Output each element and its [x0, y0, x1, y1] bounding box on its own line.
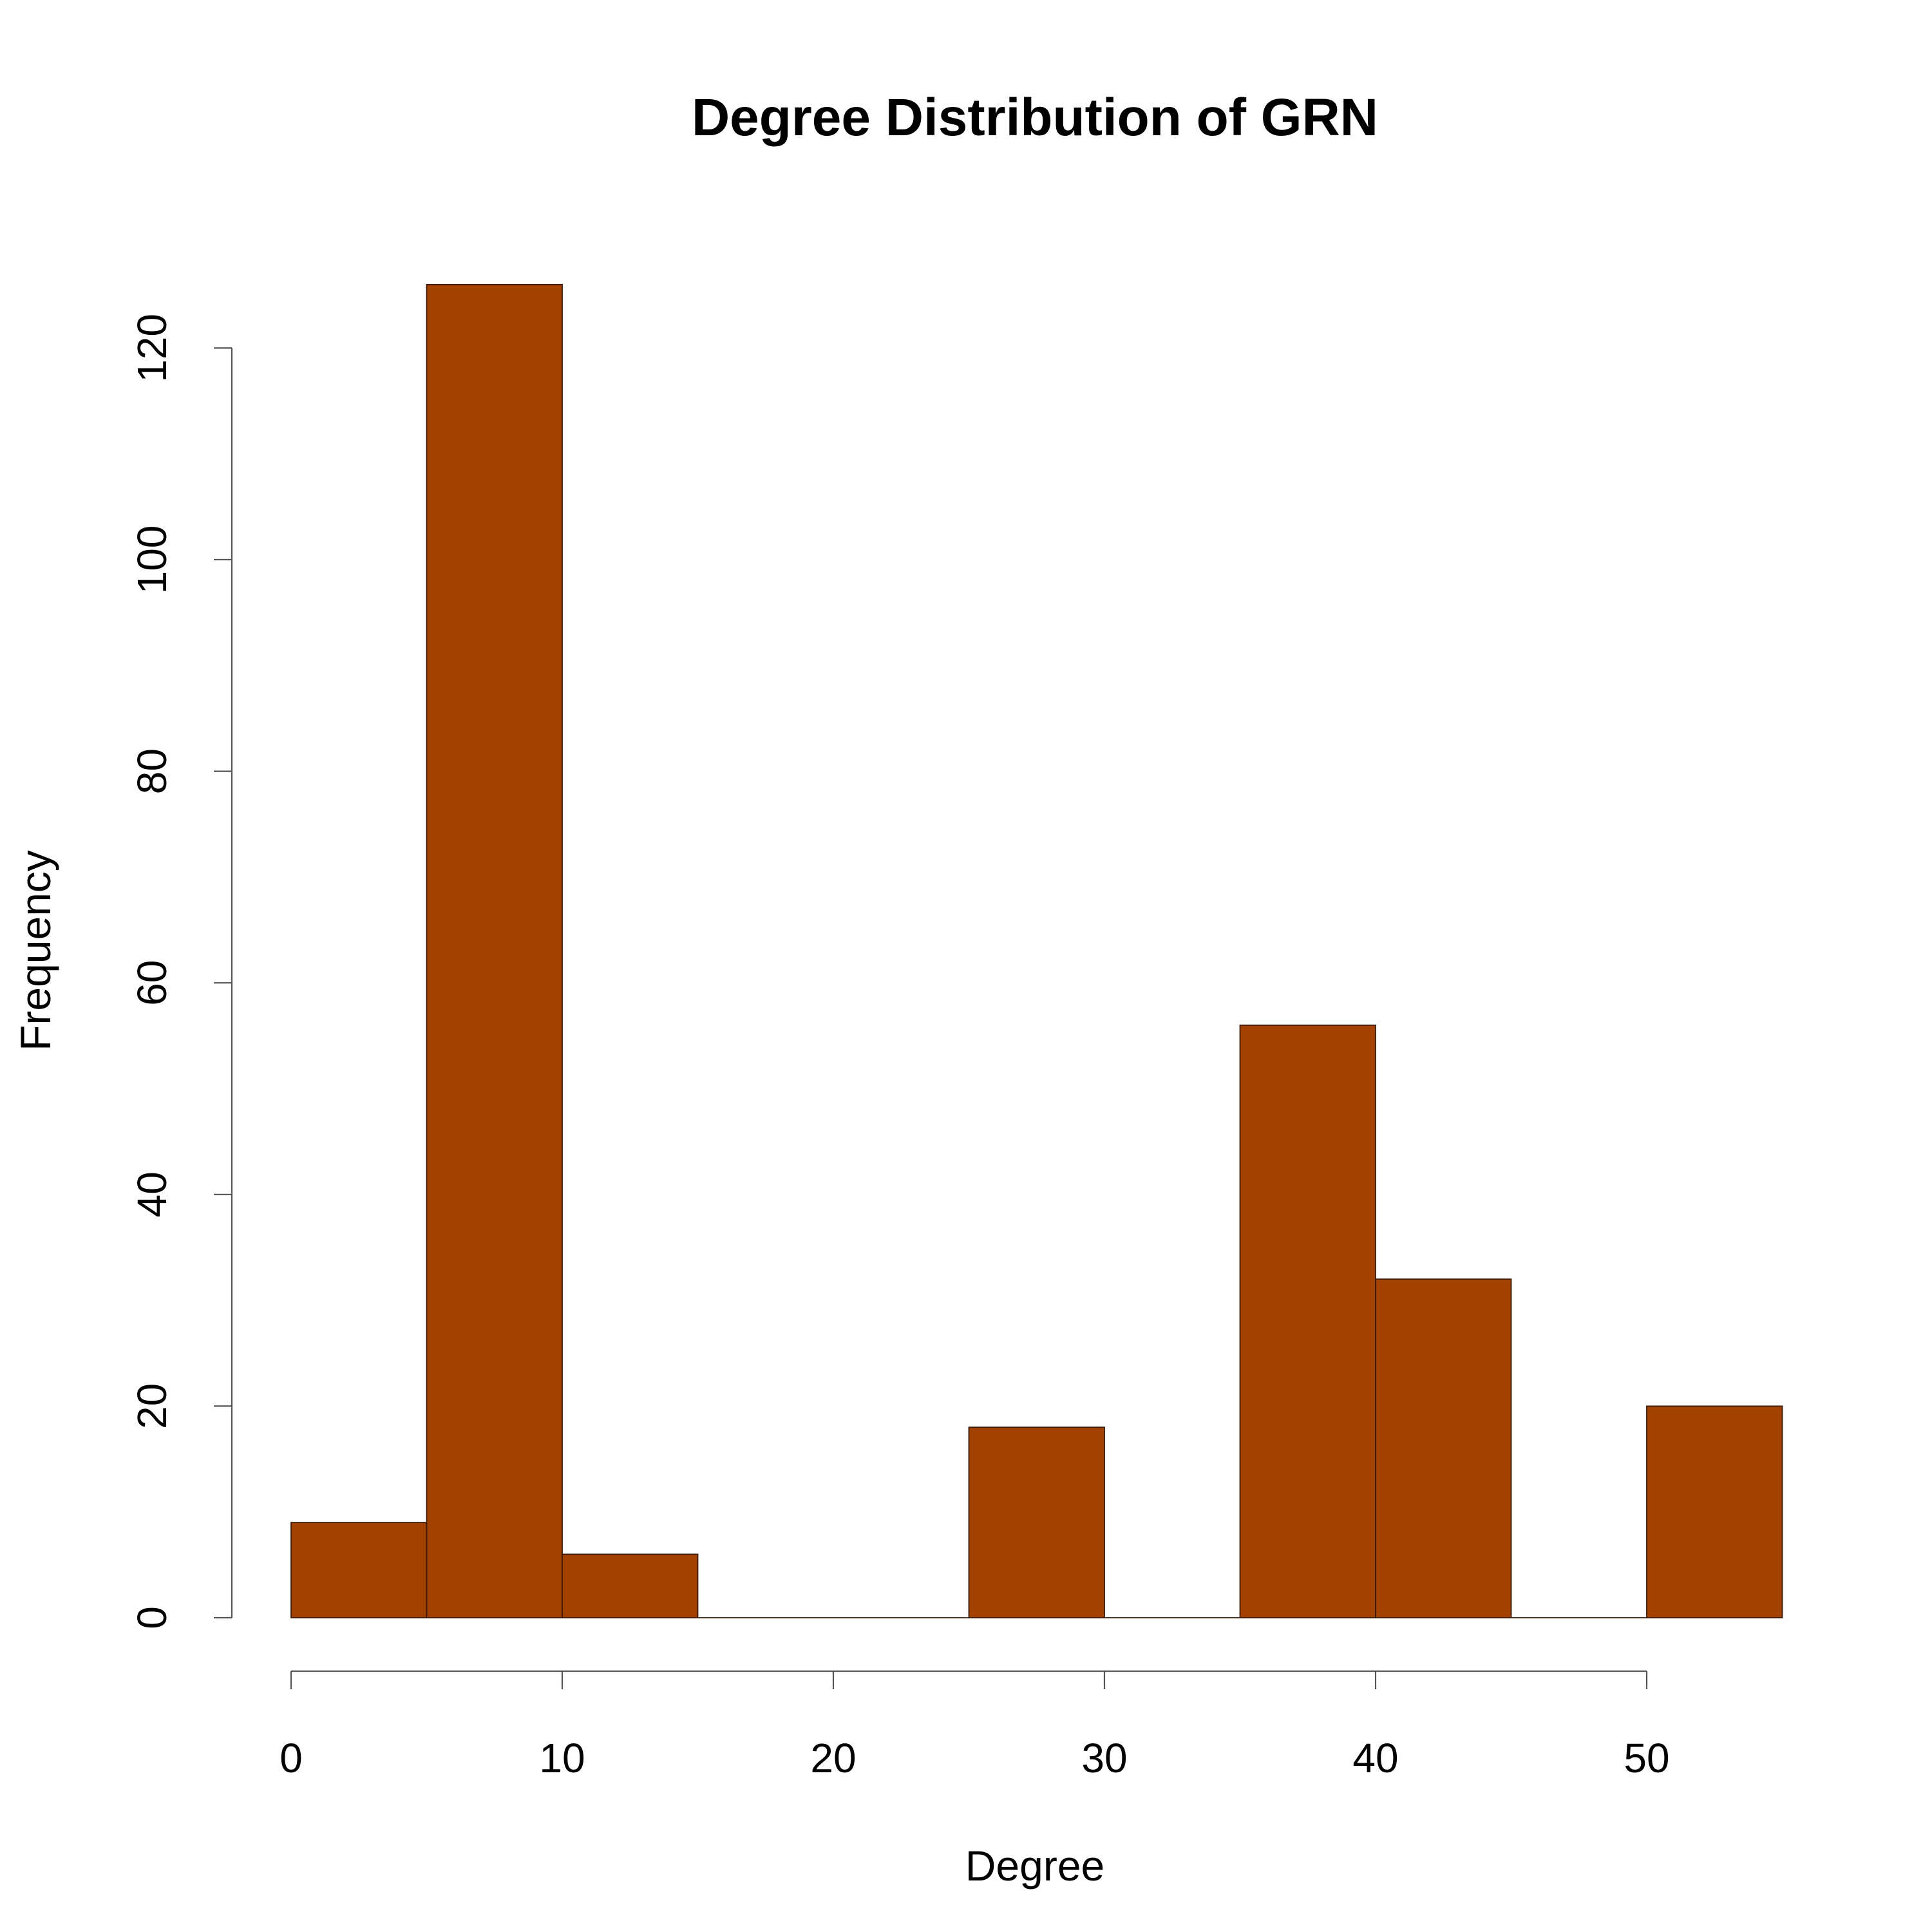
x-axis-title: Degree: [965, 1842, 1104, 1889]
bars-group: [290, 283, 1783, 1618]
y-tick-label: 100: [129, 526, 175, 594]
y-tick-label: 120: [129, 314, 175, 383]
histogram-bar: [290, 1522, 428, 1618]
x-tick-label: 10: [539, 1735, 585, 1781]
chart-title: Degree Distribution of GRN: [692, 88, 1378, 147]
histogram-bar: [1375, 1278, 1512, 1618]
y-axis: 0 20 40 60 80 100 120: [129, 314, 233, 1629]
histogram-bar: [1239, 1025, 1376, 1618]
y-tick-label: 60: [129, 960, 175, 1006]
x-axis: 0 10 20 30 40 50: [279, 1670, 1670, 1781]
histogram-bar: [562, 1553, 699, 1618]
x-tick-label: 30: [1081, 1735, 1127, 1781]
histogram-bar: [968, 1426, 1105, 1618]
y-tick-label: 80: [129, 748, 175, 794]
histogram-bar: [426, 283, 563, 1618]
y-tick-label: 20: [129, 1383, 175, 1429]
histogram-bar: [1646, 1405, 1783, 1618]
x-tick-label: 0: [279, 1735, 303, 1781]
x-tick-label: 20: [810, 1735, 856, 1781]
y-tick-label: 0: [129, 1606, 175, 1629]
y-axis-title: Frequency: [12, 850, 59, 1051]
y-tick-label: 40: [129, 1171, 175, 1217]
x-tick-label: 50: [1624, 1735, 1669, 1781]
x-tick-label: 40: [1352, 1735, 1398, 1781]
